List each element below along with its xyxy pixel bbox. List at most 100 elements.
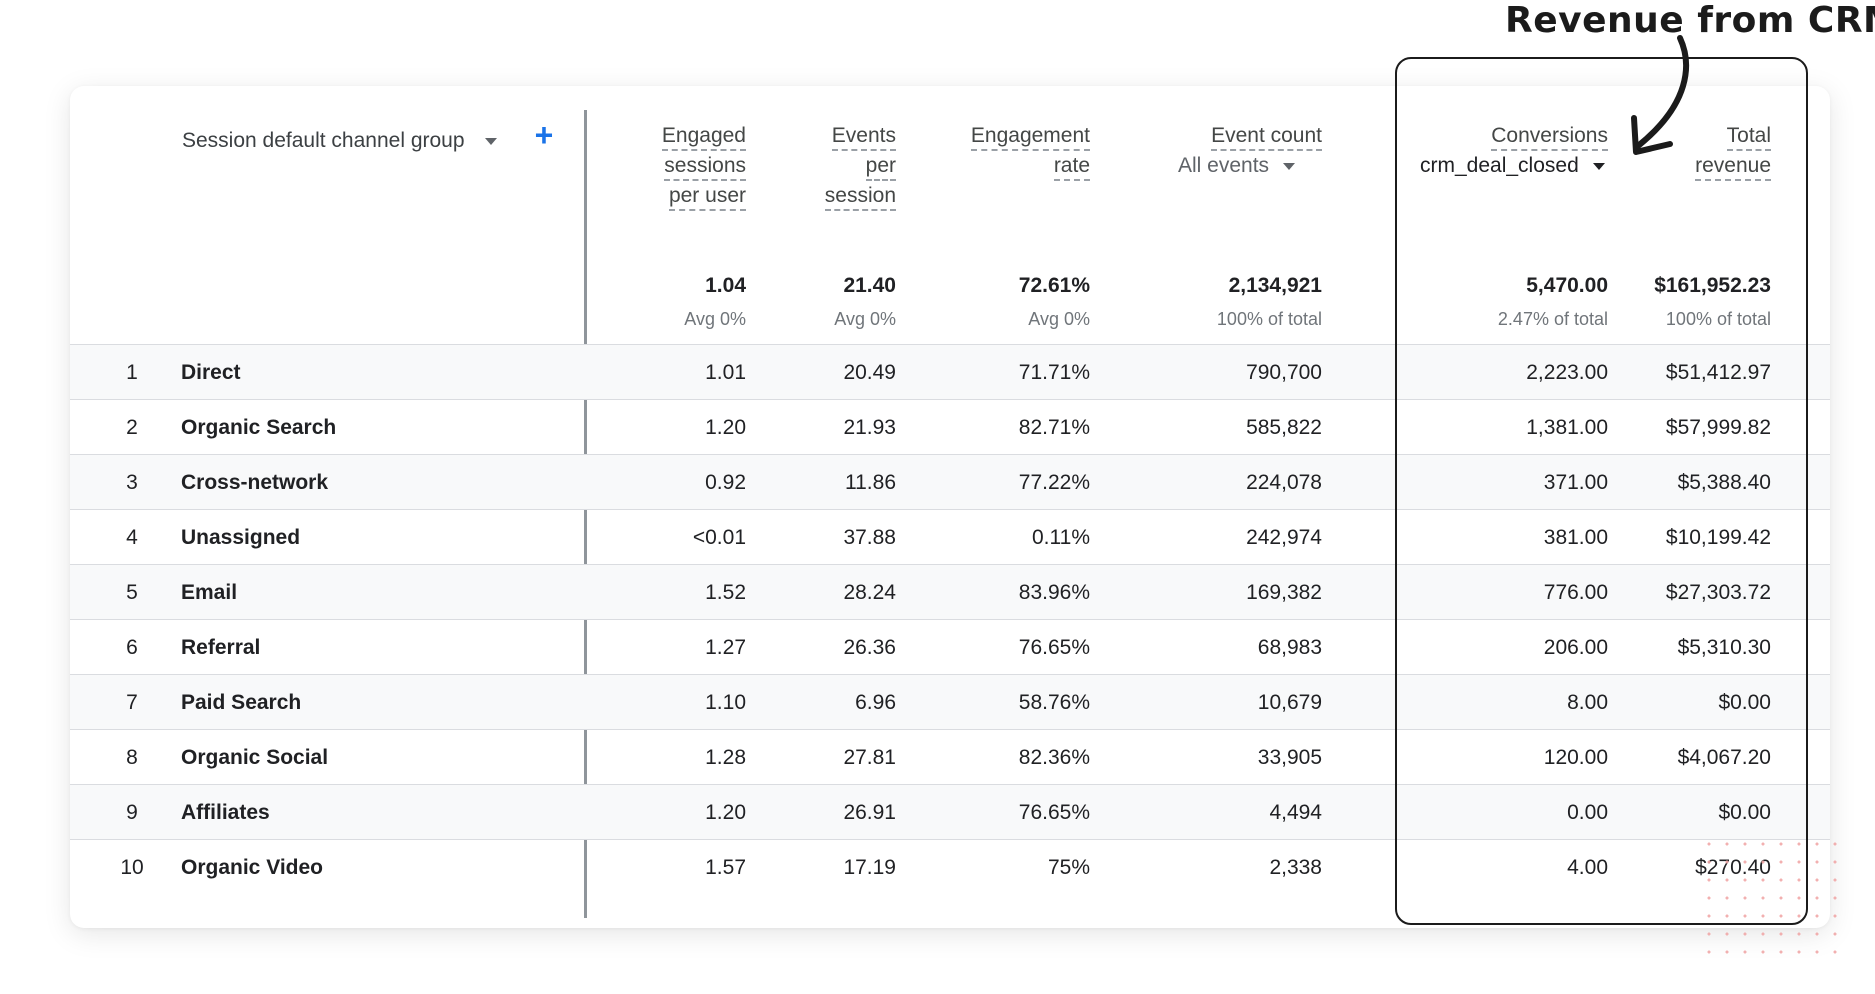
conversions-selector-value: crm_deal_closed: [1420, 154, 1579, 177]
cell-eng_rate: 76.65%: [1018, 636, 1090, 659]
column-header-text: Conversions: [1491, 122, 1608, 151]
column-header-text: sessions: [664, 152, 746, 181]
cell-events_per_session: 20.49: [843, 361, 896, 384]
cell-eng_rate: 0.11%: [1032, 526, 1090, 549]
column-header-text: per user: [668, 182, 746, 211]
cell-eng_rate: 76.65%: [1018, 801, 1090, 824]
cell-total_revenue: $0.00: [1718, 691, 1771, 714]
column-header-eng_rate[interactable]: Engagement rate: [900, 121, 1090, 181]
cell-events_per_session: 11.86: [845, 471, 896, 494]
table-row[interactable]: 7 Paid Search 1.10 6.96 58.76% 10,679 8.00 $0.0…: [70, 674, 1830, 729]
total-value: 72.61%: [1018, 274, 1090, 297]
decorative-dots: [1700, 835, 1850, 965]
dimension-selector[interactable]: Session default channel group: [182, 126, 497, 156]
cell-event_count: 68,983: [1257, 636, 1322, 659]
cell-conversions: 4.00: [1567, 856, 1608, 879]
cell-eng_per_user: 1.20: [705, 801, 746, 824]
cell-events_per_session: 26.91: [843, 801, 896, 824]
column-header-text: Engagement: [970, 122, 1090, 151]
cell-total_revenue: $10,199.42: [1665, 526, 1771, 549]
cell-eng_per_user: 1.01: [705, 361, 746, 384]
row-index: 6: [126, 636, 138, 659]
cell-event_count: 242,974: [1246, 526, 1322, 549]
caret-down-icon: [1592, 162, 1605, 170]
column-header-event_count[interactable]: Event count: [1092, 121, 1322, 151]
channel-name[interactable]: Cross-network: [181, 471, 329, 494]
row-index: 7: [126, 691, 138, 714]
plus-icon[interactable]: +: [534, 117, 554, 153]
column-header-text: Events: [831, 122, 896, 151]
table-row[interactable]: 5 Email 1.52 28.24 83.96% 169,382 776.00 $27,30…: [70, 564, 1830, 619]
cell-eng_rate: 77.22%: [1018, 471, 1090, 494]
caret-down-icon: [484, 137, 497, 145]
event_count-selector-value: All events: [1178, 154, 1270, 177]
total-subtext: 100% of total: [1665, 309, 1771, 329]
cell-eng_per_user: <0.01: [692, 526, 746, 549]
channel-name[interactable]: Organic Video: [181, 856, 323, 879]
channel-name[interactable]: Direct: [181, 361, 241, 384]
cell-event_count: 169,382: [1246, 581, 1322, 604]
total-subtext: 2.47% of total: [1497, 309, 1608, 329]
total-value: 2,134,921: [1228, 274, 1322, 297]
table-row[interactable]: 6 Referral 1.27 26.36 76.65% 68,983 206.00 $5,3…: [70, 619, 1830, 674]
total-subtext: Avg 0%: [834, 309, 896, 329]
table-row[interactable]: 3 Cross-network 0.92 11.86 77.22% 224,078 371.…: [70, 454, 1830, 509]
total-value: $161,952.23: [1654, 274, 1771, 297]
row-index: 2: [126, 416, 138, 439]
column-header-text: session: [824, 182, 896, 211]
cell-eng_rate: 83.96%: [1018, 581, 1090, 604]
cell-eng_rate: 58.76%: [1018, 691, 1090, 714]
cell-event_count: 33,905: [1257, 746, 1322, 769]
channel-name[interactable]: Affiliates: [181, 801, 270, 824]
column-header-total_revenue[interactable]: Total revenue: [1611, 121, 1771, 181]
table-row[interactable]: 4 Unassigned <0.01 37.88 0.11% 242,974 381.00 $…: [70, 509, 1830, 564]
cell-eng_per_user: 1.27: [705, 636, 746, 659]
event_count-selector[interactable]: All events: [1178, 154, 1296, 178]
cell-total_revenue: $5,310.30: [1677, 636, 1771, 659]
column-header-events_per_session[interactable]: Events per session: [746, 121, 896, 211]
table-row[interactable]: 9 Affiliates 1.20 26.91 76.65% 4,494 0.00 $0.00: [70, 784, 1830, 839]
cell-conversions: 2,223.00: [1526, 361, 1608, 384]
channel-name[interactable]: Organic Social: [181, 746, 329, 769]
cell-conversions: 371.00: [1543, 471, 1608, 494]
channel-name[interactable]: Referral: [181, 636, 261, 659]
cell-events_per_session: 21.93: [843, 416, 896, 439]
cell-events_per_session: 17.19: [843, 856, 896, 879]
column-header-eng_per_user[interactable]: Engaged sessions per user: [546, 121, 746, 211]
channel-name[interactable]: Paid Search: [181, 691, 302, 714]
dimension-label: Session default channel group: [182, 129, 465, 152]
cell-conversions: 8.00: [1567, 691, 1608, 714]
cell-event_count: 10,679: [1257, 691, 1322, 714]
cell-total_revenue: $5,388.40: [1677, 471, 1771, 494]
cell-event_count: 4,494: [1269, 801, 1322, 824]
total-value: 21.40: [843, 274, 896, 297]
arrow-icon: [1631, 35, 1689, 155]
cell-eng_rate: 71.71%: [1018, 361, 1090, 384]
column-header-conversions[interactable]: Conversions: [1348, 121, 1608, 151]
total-value: 1.04: [705, 274, 746, 297]
channel-name[interactable]: Unassigned: [181, 526, 301, 549]
row-index: 3: [126, 471, 138, 494]
cell-conversions: 120.00: [1543, 746, 1608, 769]
cell-eng_per_user: 1.57: [705, 856, 746, 879]
cell-eng_per_user: 1.28: [705, 746, 746, 769]
cell-event_count: 790,700: [1246, 361, 1322, 384]
cell-eng_per_user: 1.10: [705, 691, 746, 714]
cell-event_count: 224,078: [1246, 471, 1322, 494]
cell-events_per_session: 6.96: [855, 691, 896, 714]
channel-name[interactable]: Organic Search: [181, 416, 337, 439]
conversions-selector[interactable]: crm_deal_closed: [1420, 154, 1605, 178]
cell-eng_rate: 82.71%: [1018, 416, 1090, 439]
column-header-text: per: [865, 152, 896, 181]
dimension-divider: [584, 110, 587, 918]
table-row[interactable]: 1 Direct 1.01 20.49 71.71% 790,700 2,223.00 $51…: [70, 344, 1830, 399]
table-row[interactable]: 8 Organic Social 1.28 27.81 82.36% 33,905 120.…: [70, 729, 1830, 784]
row-index: 4: [126, 526, 138, 549]
cell-total_revenue: $57,999.82: [1665, 416, 1771, 439]
cell-total_revenue: $0.00: [1718, 801, 1771, 824]
table-row[interactable]: 2 Organic Search 1.20 21.93 82.71% 585,822 1,3…: [70, 399, 1830, 454]
cell-events_per_session: 27.81: [843, 746, 896, 769]
channel-name[interactable]: Email: [181, 581, 238, 604]
cell-event_count: 2,338: [1269, 856, 1322, 879]
